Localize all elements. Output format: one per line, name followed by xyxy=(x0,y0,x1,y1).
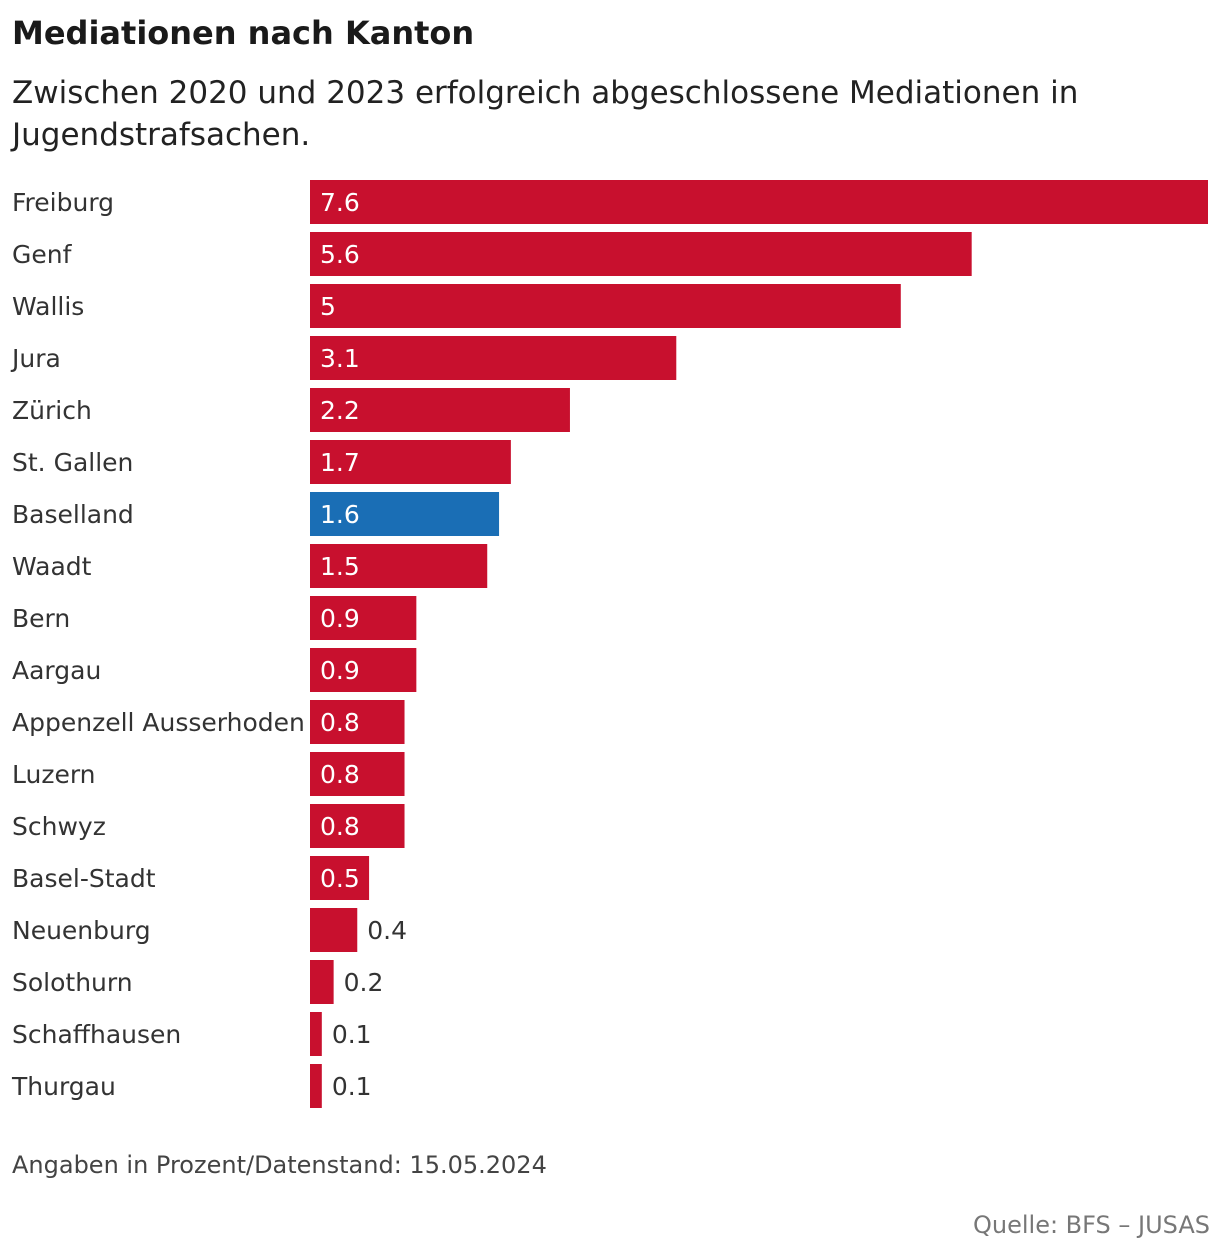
value-label-waadt: 1.5 xyxy=(320,552,360,581)
category-label-bern: Bern xyxy=(12,604,70,633)
category-label-solothurn: Solothurn xyxy=(12,968,133,997)
bar-freiburg xyxy=(310,180,1208,224)
category-label-wallis: Wallis xyxy=(12,292,84,321)
bar-st-gallen xyxy=(310,440,511,484)
bar-chart: Freiburg 7.6 Genf 5.6 Wallis 5 Jura 3.1 Zürich 2.… xyxy=(10,180,1208,1108)
bar-basel-stadt xyxy=(310,856,370,900)
category-label-z-rich: Zürich xyxy=(12,396,92,425)
value-label-freiburg: 7.6 xyxy=(320,188,360,217)
category-label-luzern: Luzern xyxy=(12,760,96,789)
bar-genf xyxy=(310,232,972,276)
value-label-neuenburg: 0.4 xyxy=(367,916,407,945)
category-label-waadt: Waadt xyxy=(12,552,92,581)
value-label-z-rich: 2.2 xyxy=(320,396,360,425)
value-label-basel-stadt: 0.5 xyxy=(320,864,360,893)
category-label-baselland: Baselland xyxy=(12,500,134,529)
value-label-bern: 0.9 xyxy=(320,604,360,633)
value-label-genf: 5.6 xyxy=(320,240,360,269)
bar-z-rich xyxy=(310,388,570,432)
value-label-schwyz: 0.8 xyxy=(320,812,360,841)
category-label-schwyz: Schwyz xyxy=(12,812,106,841)
category-label-basel-stadt: Basel-Stadt xyxy=(12,864,156,893)
value-label-solothurn: 0.2 xyxy=(344,968,384,997)
value-label-st-gallen: 1.7 xyxy=(320,448,360,477)
bar-bern xyxy=(310,596,417,640)
value-label-aargau: 0.9 xyxy=(320,656,360,685)
value-label-appenzell-ausserhoden: 0.8 xyxy=(320,708,360,737)
category-label-thurgau: Thurgau xyxy=(11,1072,116,1101)
value-label-wallis: 5 xyxy=(320,292,336,321)
bar-appenzell-ausserhoden xyxy=(310,700,405,744)
value-label-thurgau: 0.1 xyxy=(332,1072,372,1101)
value-label-schaffhausen: 0.1 xyxy=(332,1020,372,1049)
category-label-st-gallen: St. Gallen xyxy=(12,448,133,477)
bar-luzern xyxy=(310,752,405,796)
bar-neuenburg xyxy=(310,908,358,952)
bar-waadt xyxy=(310,544,488,588)
bar-baselland xyxy=(310,492,500,536)
bar-aargau xyxy=(310,648,417,692)
category-label-appenzell-ausserhoden: Appenzell Ausserhoden xyxy=(12,708,305,737)
category-label-neuenburg: Neuenburg xyxy=(12,916,151,945)
source-credit: Quelle: BFS – JUSAS xyxy=(973,1211,1210,1239)
category-label-schaffhausen: Schaffhausen xyxy=(12,1020,181,1049)
value-label-jura: 3.1 xyxy=(320,344,360,373)
chart-title: Mediationen nach Kanton xyxy=(12,14,475,52)
chart-subtitle: Zwischen 2020 und 2023 erfolgreich abges… xyxy=(12,75,1079,153)
category-label-aargau: Aargau xyxy=(12,656,101,685)
value-label-luzern: 0.8 xyxy=(320,760,360,789)
category-label-freiburg: Freiburg xyxy=(12,188,114,217)
value-label-baselland: 1.6 xyxy=(320,500,360,529)
bar-thurgau xyxy=(310,1064,322,1108)
category-label-jura: Jura xyxy=(10,344,61,373)
category-label-genf: Genf xyxy=(12,240,73,269)
bar-wallis xyxy=(310,284,901,328)
bar-jura xyxy=(310,336,677,380)
bar-schaffhausen xyxy=(310,1012,322,1056)
bar-solothurn xyxy=(310,960,334,1004)
bar-schwyz xyxy=(310,804,405,848)
data-note: Angaben in Prozent/Datenstand: 15.05.202… xyxy=(12,1151,547,1179)
